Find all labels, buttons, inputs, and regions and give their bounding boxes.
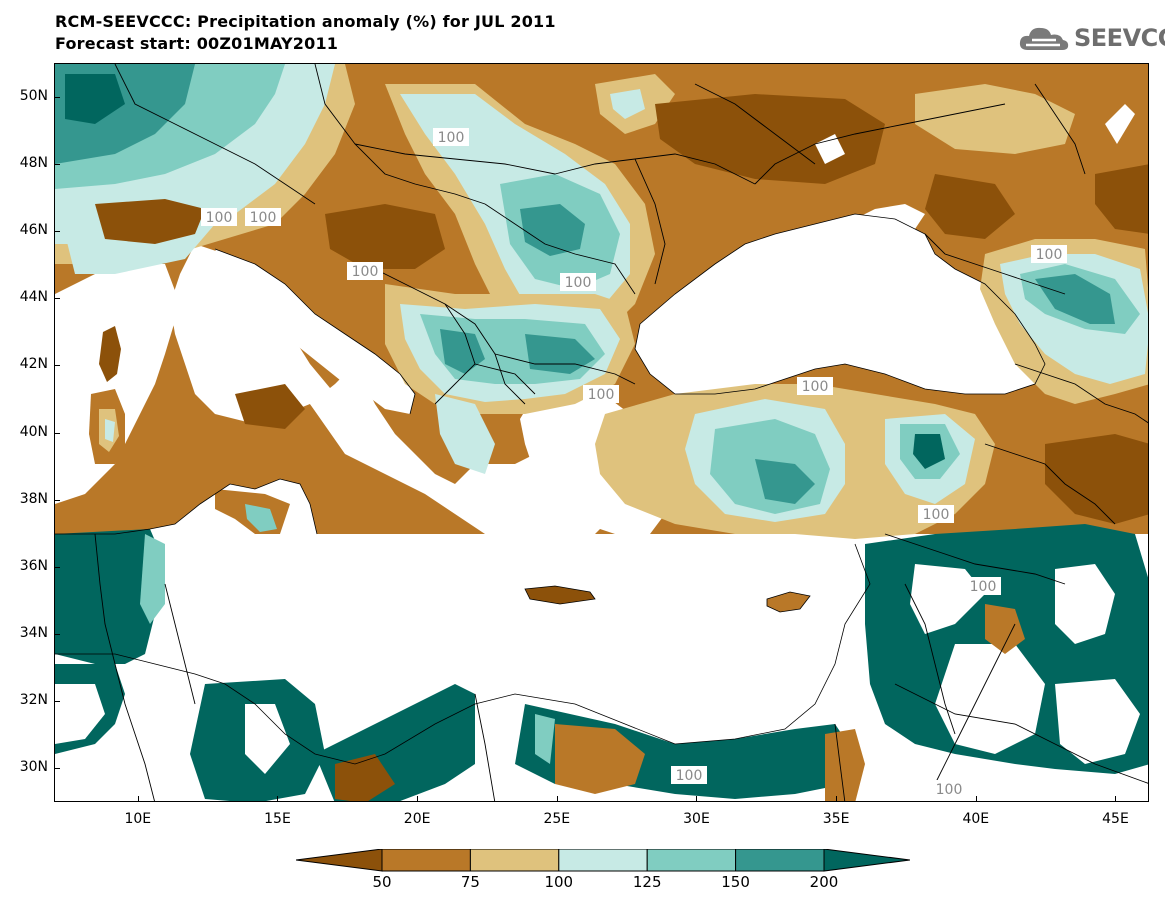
logo-text: SEEVCCC <box>1074 24 1165 52</box>
sardinia-anomaly-high <box>105 419 115 442</box>
crete <box>525 586 595 604</box>
contour-labels: 100 100 100 100 100 100 100 100 100 100 … <box>201 128 1067 798</box>
svg-text:100: 100 <box>802 379 829 395</box>
country-borders <box>94 64 1148 801</box>
contour-label: 100 <box>671 766 707 784</box>
latitude-label: 40N <box>19 423 48 440</box>
colorbar-swatch <box>823 849 910 872</box>
svg-text:100: 100 <box>352 264 379 280</box>
latitude-tick <box>54 701 60 703</box>
longitude-label: 35E <box>822 811 850 827</box>
longitude-tick <box>417 796 419 802</box>
latitude-tick <box>54 365 60 367</box>
colorbar-label: 200 <box>809 873 839 891</box>
colorbar-swatch <box>646 849 737 872</box>
latitude-label: 30N <box>19 759 48 776</box>
coastlines <box>55 213 1046 765</box>
latitude-label: 36N <box>19 557 48 574</box>
svg-text:100: 100 <box>588 387 615 403</box>
latitude-label: 38N <box>19 490 48 507</box>
longitude-tick <box>836 796 838 802</box>
sea-black-sea <box>635 214 1045 394</box>
svg-text:100: 100 <box>206 210 233 226</box>
latitude-label: 42N <box>19 356 48 373</box>
corsica <box>99 326 121 382</box>
sea-west-mediterranean <box>55 364 870 764</box>
longitude-tick <box>1115 796 1117 802</box>
latitude-tick <box>54 163 60 165</box>
latitude-label: 50N <box>19 87 48 104</box>
contour-label: 100 <box>560 273 596 291</box>
longitude-tick <box>137 796 139 802</box>
longitude-tick <box>975 796 977 802</box>
longitude-label: 40E <box>962 811 990 827</box>
contour-label: 100 <box>1031 245 1067 263</box>
latitude-tick <box>54 768 60 770</box>
colorbar <box>296 849 910 872</box>
contour-label: 100 <box>797 377 833 395</box>
latitude-label: 34N <box>19 625 48 642</box>
latitude-tick <box>54 96 60 98</box>
svg-text:100: 100 <box>970 579 997 595</box>
anomaly-map: 100 100 100 100 100 100 100 100 100 100 … <box>55 64 1148 801</box>
cloud-icon <box>1019 27 1069 50</box>
map-area[interactable]: 100 100 100 100 100 100 100 100 100 100 … <box>54 63 1149 802</box>
colorbar-swatch <box>296 849 383 872</box>
contour-label: 100 <box>583 385 619 403</box>
sea-ionian <box>310 364 615 544</box>
longitude-label: 45E <box>1102 811 1129 827</box>
svg-text:100: 100 <box>250 210 277 226</box>
latitude-tick <box>54 230 60 232</box>
longitude-label: 20E <box>403 811 431 827</box>
svg-text:100: 100 <box>565 275 592 291</box>
colorbar-label: 125 <box>632 873 662 891</box>
contour-label: 100 <box>918 505 954 523</box>
longitude-tick <box>556 796 558 802</box>
anomaly-patches <box>55 64 1148 801</box>
cyprus <box>767 592 810 612</box>
latitude-tick <box>54 566 60 568</box>
longitude-label: 30E <box>683 811 710 827</box>
colorbar-label: 100 <box>544 873 574 891</box>
colorbar-label: 150 <box>721 873 750 891</box>
latitude-tick <box>54 432 60 434</box>
longitude-tick <box>696 796 698 802</box>
colorbar-label: 75 <box>460 873 480 891</box>
longitude-tick <box>277 796 279 802</box>
svg-text:100: 100 <box>1036 247 1063 263</box>
seevccc-logo: SEEVCCC <box>1018 22 1165 54</box>
contour-label: 100 <box>201 208 237 226</box>
svg-text:100: 100 <box>923 507 950 523</box>
svg-text:100: 100 <box>936 782 963 798</box>
colorbar-swatch <box>381 849 471 872</box>
map-title: RCM-SEEVCCC: Precipitation anomaly (%) f… <box>55 12 556 31</box>
contour-label: 100 <box>965 577 1001 595</box>
sea-adriatic <box>215 249 415 414</box>
contour-label: 100 <box>931 780 967 798</box>
longitude-label: 10E <box>124 811 152 827</box>
sea-azov <box>845 204 925 239</box>
colorbar-label: 50 <box>372 873 392 891</box>
latitude-tick <box>54 634 60 636</box>
latitude-label: 44N <box>19 289 48 306</box>
latitude-label: 32N <box>19 692 48 709</box>
forecast-start-subtitle: Forecast start: 00Z01MAY2011 <box>55 34 339 53</box>
longitude-label: 25E <box>543 811 571 827</box>
contour-label: 100 <box>347 262 383 280</box>
latitude-tick <box>54 499 60 501</box>
svg-text:100: 100 <box>676 768 703 784</box>
latitude-tick <box>54 298 60 300</box>
colorbar-swatch <box>558 849 648 872</box>
contour-label: 100 <box>245 208 281 226</box>
contour-label: 100 <box>433 128 469 146</box>
colorbar-swatch <box>735 849 825 872</box>
sicily-anomaly <box>245 504 277 532</box>
longitude-label: 15E <box>264 811 291 827</box>
latitude-label: 46N <box>19 221 48 238</box>
colorbar-swatch <box>469 849 560 872</box>
latitude-label: 48N <box>19 154 48 171</box>
sea-around-sardinia <box>55 264 180 504</box>
svg-text:100: 100 <box>438 130 465 146</box>
